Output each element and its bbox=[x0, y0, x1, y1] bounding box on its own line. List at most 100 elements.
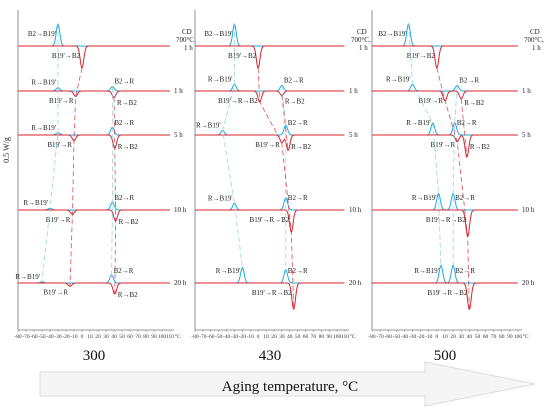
x-tick-label: -40 bbox=[46, 334, 54, 340]
panel-500: -80 -70 -60 -50 -40 -30 -20 -10 0 10 20 30 40 50 60 70 8… bbox=[368, 10, 544, 364]
y-axis-label: 0.5 W/g bbox=[2, 137, 11, 163]
x-tick-label: -70 bbox=[376, 334, 384, 340]
x-tick-label: 70 bbox=[311, 334, 317, 340]
peak-connector-dashed bbox=[111, 86, 113, 276]
x-tick-label: -20 bbox=[239, 334, 247, 340]
x-tick-label: 50 bbox=[295, 334, 301, 340]
x-tick-label: 100 bbox=[158, 334, 167, 340]
peak-label: B19'→R→B2 bbox=[428, 289, 468, 297]
peak-label: R→B2 bbox=[470, 143, 490, 151]
x-tick-label: -30 bbox=[409, 334, 417, 340]
peak-label: B19'→R bbox=[46, 216, 71, 224]
panel-300: -80 -70 -60 -50 -40 -30 -20 -10 0 10 20 30 40 50 60 70 8… bbox=[14, 10, 196, 364]
aging-temperature-arrow bbox=[39, 361, 536, 407]
peak-label: B2→R bbox=[459, 77, 479, 85]
peak-label: R→B2 bbox=[118, 143, 138, 151]
peak-label: B2→R bbox=[457, 119, 477, 127]
x-tick-label: -50 bbox=[393, 334, 401, 340]
peak-label: B2→R bbox=[114, 119, 134, 127]
x-tick-label: -70 bbox=[22, 334, 30, 340]
x-tick-label: -10 bbox=[247, 334, 255, 340]
x-tick-label: 100 bbox=[333, 334, 342, 340]
x-tick-label: 110 bbox=[166, 334, 174, 340]
x-tick-label: -20 bbox=[62, 334, 70, 340]
x-tick-label: 30 bbox=[279, 334, 285, 340]
peak-label: B19'→R bbox=[418, 97, 443, 105]
peak-label: B2→R bbox=[284, 77, 304, 85]
peak-label: R→B2 bbox=[117, 99, 137, 107]
x-tick-label: 10 bbox=[87, 334, 93, 340]
peak-connector-dashed bbox=[460, 98, 468, 158]
x-tick-label: -40 bbox=[401, 334, 409, 340]
peak-connector-dashed bbox=[257, 67, 295, 310]
x-tick-label: 80 bbox=[319, 334, 325, 340]
peak-connector-dashed bbox=[222, 24, 243, 268]
peak-label: R→B2 bbox=[291, 143, 311, 151]
x-tick-label: 20 bbox=[271, 334, 277, 340]
peak-connector-dashed bbox=[452, 85, 458, 266]
x-tick-label: 10 bbox=[263, 334, 269, 340]
heating-curve bbox=[195, 134, 345, 152]
x-tick-label: 60 bbox=[127, 334, 133, 340]
x-tick-label: 50 bbox=[119, 334, 125, 340]
peak-label: R→B19' bbox=[31, 79, 56, 87]
x-tick-label: -50 bbox=[38, 334, 46, 340]
condition-label: CD bbox=[182, 28, 192, 36]
peak-label: B19'→B2 bbox=[407, 52, 436, 60]
x-tick-label: 70 bbox=[491, 334, 497, 340]
peak-label: R→B2 bbox=[285, 97, 305, 105]
x-tick-label: 0 bbox=[81, 334, 84, 340]
peak-label: B2→B19' bbox=[204, 30, 232, 38]
x-tick-label: 0 bbox=[436, 334, 439, 340]
condition-label: 700°C, bbox=[176, 36, 196, 44]
peak-label: R→B19' bbox=[406, 119, 431, 127]
peak-label: R→B2 bbox=[119, 218, 139, 226]
x-tick-label: 110 bbox=[341, 334, 349, 340]
condition-label: 1 h bbox=[184, 44, 193, 52]
condition-label: 20 h bbox=[349, 279, 362, 287]
x-tick-label: 40 bbox=[467, 334, 473, 340]
condition-label: 20 h bbox=[522, 279, 535, 287]
peak-label: R→B19' bbox=[414, 267, 439, 275]
x-tick-label: 90 bbox=[326, 334, 332, 340]
peak-connector-dashed bbox=[113, 97, 117, 295]
condition-label: 1 h bbox=[532, 44, 541, 52]
heating-curve bbox=[18, 282, 170, 295]
panel-430: -80 -70 -60 -50 -40 -30 -20 -10 0 10 20 30 40 50 60 70 8… bbox=[191, 10, 371, 364]
peak-connector-dashed bbox=[69, 67, 83, 287]
condition-label: CD bbox=[357, 28, 367, 36]
x-tick-label: 50 bbox=[475, 334, 481, 340]
peak-label: R→B19' bbox=[208, 194, 233, 202]
x-tick-label: 90 bbox=[507, 334, 513, 340]
peak-label: R→B2 bbox=[118, 291, 138, 299]
x-tick-label: -80 bbox=[368, 334, 376, 340]
cooling-curve bbox=[372, 84, 518, 92]
peak-label: R→B19' bbox=[15, 273, 40, 281]
aging-temperature-label: 430 bbox=[259, 348, 282, 364]
condition-label: 700°C, bbox=[524, 36, 544, 44]
peak-label: B19'→R→B2 bbox=[252, 289, 292, 297]
x-axis-title: Aging temperature, °C bbox=[222, 379, 358, 395]
cooling-curve bbox=[195, 83, 345, 92]
peak-label: B19'→R→B2 bbox=[426, 216, 466, 224]
heating-curve bbox=[372, 209, 518, 237]
peak-label: B19'→R bbox=[43, 288, 68, 296]
heating-curve bbox=[18, 45, 170, 69]
peak-connector-dashed bbox=[281, 95, 289, 151]
condition-label: 1 h bbox=[174, 87, 183, 95]
peak-label: R→B19' bbox=[196, 122, 221, 130]
x-tick-label: °C bbox=[175, 333, 181, 340]
cooling-curve bbox=[372, 192, 518, 211]
heating-curve bbox=[372, 45, 518, 70]
x-tick-label: 80 bbox=[143, 334, 149, 340]
peak-connector-dashed bbox=[281, 85, 287, 270]
condition-label: 5 h bbox=[174, 131, 183, 139]
condition-label: 1 h bbox=[349, 87, 358, 95]
heating-curve bbox=[372, 282, 518, 311]
peak-label: B19'→R bbox=[431, 141, 456, 149]
x-tick-label: 90 bbox=[151, 334, 157, 340]
heating-curve bbox=[18, 90, 170, 99]
peak-label: R→B19' bbox=[31, 124, 56, 132]
condition-label: 5 h bbox=[522, 131, 531, 139]
